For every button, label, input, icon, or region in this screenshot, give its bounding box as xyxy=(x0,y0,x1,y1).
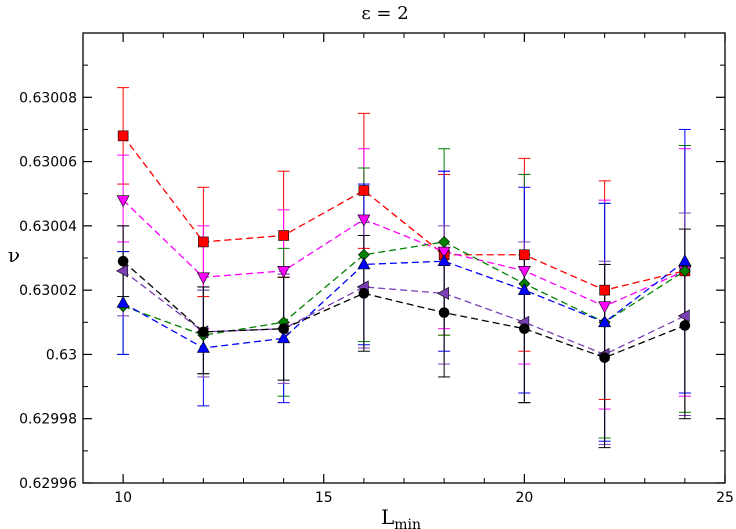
data-point xyxy=(198,326,209,338)
y-tick-label: 0.62996 xyxy=(19,476,77,492)
x-axis-title: Lmin xyxy=(381,505,421,529)
data-point xyxy=(517,266,531,278)
y-tick-label: 0.63004 xyxy=(19,219,77,235)
data-point xyxy=(115,264,128,278)
x-tick-label: 15 xyxy=(315,490,333,506)
data-point xyxy=(196,340,210,353)
chart-title: ε = 2 xyxy=(361,3,408,24)
markers-blue-triangles-up xyxy=(116,254,692,353)
data-point xyxy=(678,254,692,267)
plot-frame xyxy=(82,32,726,484)
data-point xyxy=(438,236,451,248)
data-point xyxy=(116,295,130,308)
data-point xyxy=(357,257,371,270)
data-point xyxy=(677,309,690,323)
series-line xyxy=(122,260,686,349)
data-point xyxy=(117,255,129,267)
data-point xyxy=(599,352,610,363)
data-point xyxy=(436,286,449,300)
series-line xyxy=(122,260,686,359)
x-axis-title-main: L xyxy=(381,505,394,529)
y-tick-label: 0.63008 xyxy=(19,90,77,106)
y-tick-label: 0.62998 xyxy=(19,412,77,428)
data-point xyxy=(438,307,450,318)
data-point xyxy=(358,288,370,299)
data-point xyxy=(357,214,371,227)
data-point xyxy=(598,301,612,314)
data-point xyxy=(517,283,531,295)
data-point xyxy=(598,315,612,328)
x-tick-label: 20 xyxy=(515,490,533,506)
data-point xyxy=(519,249,530,261)
series-line xyxy=(122,270,686,356)
data-point xyxy=(116,195,130,208)
plot-content xyxy=(115,87,692,449)
x-axis-title-subscript: min xyxy=(394,517,421,529)
y-tick-label: 0.63006 xyxy=(19,155,77,171)
markers-red-squares xyxy=(117,130,691,296)
data-point xyxy=(599,284,610,296)
data-point xyxy=(358,185,370,196)
series-line xyxy=(122,199,686,307)
y-tick-label: 0.63002 xyxy=(19,283,77,299)
data-point xyxy=(519,323,530,335)
data-point xyxy=(679,320,691,331)
data-point xyxy=(196,272,210,285)
x-tick-label: 10 xyxy=(114,490,132,506)
y-axis-title: ν xyxy=(8,243,20,267)
series-line xyxy=(122,241,686,336)
data-point xyxy=(277,266,291,278)
x-axis-ticks: 10 15 20 25 xyxy=(82,33,734,506)
data-point xyxy=(277,331,291,344)
markers-black-circles xyxy=(117,255,691,363)
data-point xyxy=(198,236,209,248)
y-tick-label: 0.63 xyxy=(46,347,77,363)
y-axis-ticks: 0.62996 0.62998 0.63 0.63002 0.63004 0.63006 0… xyxy=(19,64,725,492)
data-point xyxy=(678,264,691,277)
series-line xyxy=(122,135,686,291)
data-point xyxy=(437,254,451,267)
x-tick-label: 25 xyxy=(716,490,734,506)
data-point xyxy=(117,130,129,142)
data-point xyxy=(278,230,289,241)
data-point xyxy=(278,323,289,335)
